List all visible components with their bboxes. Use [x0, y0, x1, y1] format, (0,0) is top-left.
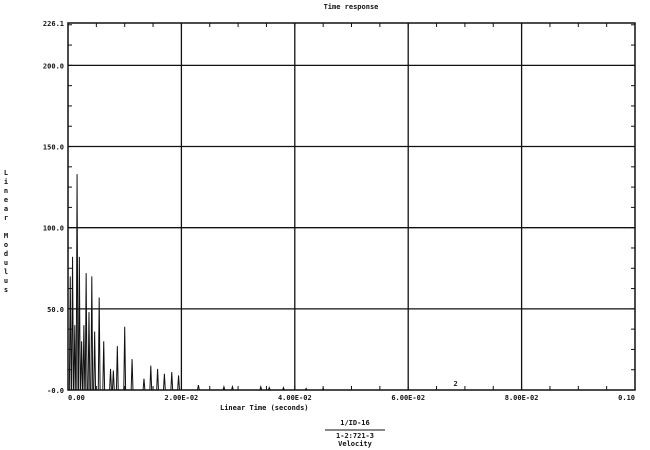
y-tick-label: 200.0: [43, 62, 64, 70]
footer-quantity: Velocity: [338, 440, 373, 448]
y-axis-label-char: n: [4, 187, 8, 195]
y-axis-label-char: i: [4, 178, 8, 186]
y-tick-label: -0.0: [47, 387, 64, 395]
y-axis-label-char: e: [4, 196, 8, 204]
chart-title: Time response: [324, 3, 379, 11]
x-tick-label: 4.00E-02: [278, 394, 312, 402]
y-axis-label-char: M: [4, 232, 8, 240]
y-axis-label-char: l: [4, 268, 8, 276]
x-axis-label: Linear Time (seconds): [220, 404, 309, 412]
series-line: [68, 174, 635, 391]
y-axis-label-char: d: [4, 250, 8, 258]
plot-frame: [67, 22, 636, 391]
x-tick-label: 6.00E-02: [391, 394, 425, 402]
y-axis-label-char: r: [4, 214, 8, 222]
footer-numerator: 1/ID-16: [340, 419, 370, 427]
footer-denominator: 1-2:721-3: [336, 432, 374, 440]
y-axis-label-char: o: [4, 241, 8, 249]
y-axis-label-char: s: [4, 286, 8, 294]
x-tick-label: 0.00: [68, 394, 85, 402]
y-axis-label-char: u: [4, 277, 8, 285]
y-tick-label: 50.0: [47, 306, 64, 314]
x-tick-label: 2.00E-02: [165, 394, 199, 402]
x-tick-label: 8.00E-02: [505, 394, 539, 402]
y-tick-label: 226.1: [43, 20, 64, 28]
x-tick-label: 0.10: [618, 394, 635, 402]
y-axis-label-char: a: [4, 205, 8, 213]
y-tick-label: 100.0: [43, 225, 64, 233]
y-axis-label-char: L: [4, 169, 8, 177]
y-axis-label-char: u: [4, 259, 8, 267]
annotation: 2: [454, 380, 458, 388]
y-tick-label: 150.0: [43, 144, 64, 152]
